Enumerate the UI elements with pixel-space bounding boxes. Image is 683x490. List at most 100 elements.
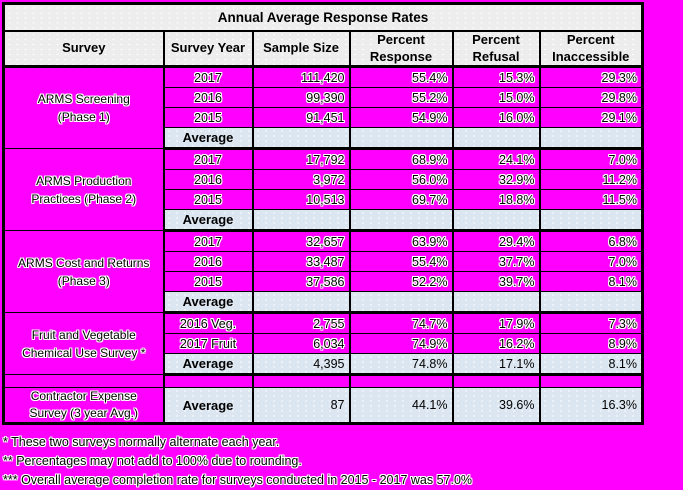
cell-average-percent-refusal xyxy=(451,209,541,232)
cell-percent-refusal: 32.9% xyxy=(451,169,541,190)
average-label: Average xyxy=(162,209,254,232)
cell-sample-size: 2,755 xyxy=(251,312,351,334)
cell-average-sample-size xyxy=(251,127,351,150)
cell-average-percent-inaccessible xyxy=(538,127,644,150)
cell-average-sample-size: 4,395 xyxy=(251,353,351,376)
cell-percent-inaccessible: 11.2% xyxy=(538,169,644,190)
footnote-overall-rate: *** Overall average completion rate for … xyxy=(3,473,473,487)
cell-percent-refusal: 17.9% xyxy=(451,312,541,334)
cell-average-percent-response: 44.1% xyxy=(348,387,454,425)
header-row: Survey Survey Year Sample Size Percent R… xyxy=(2,30,644,68)
spacer-cell xyxy=(2,374,165,388)
cell-sample-size: 17,792 xyxy=(251,148,351,170)
survey-group-label: ARMS Screening (Phase 1) xyxy=(2,66,165,149)
cell-survey-year: 2015 xyxy=(162,271,254,292)
table-row: 2016 33,487 55.4% 37.7% 7.0% xyxy=(4,251,644,272)
cell-sample-size: 32,657 xyxy=(251,230,351,252)
cell-average-percent-refusal xyxy=(451,127,541,150)
cell-percent-inaccessible: 8.1% xyxy=(538,271,644,292)
table-row: 2015 10,513 69.7% 18.8% 11.5% xyxy=(4,189,644,210)
spacer-cell xyxy=(451,374,541,388)
spacer-cell xyxy=(162,374,254,388)
footnotes: * These two surveys normally alternate e… xyxy=(3,433,683,490)
cell-percent-response: 54.9% xyxy=(348,107,454,128)
footnote-rounding: ** Percentages may not add to 100% due t… xyxy=(3,454,302,468)
col-header-percent-inaccessible: Percent Inaccessible xyxy=(538,30,644,68)
cell-survey-year: 2016 xyxy=(162,169,254,190)
cell-survey-year: 2016 Veg. xyxy=(162,312,254,334)
cell-percent-inaccessible: 29.8% xyxy=(538,87,644,108)
table-row: 2017 Fruit 6,034 74.9% 16.2% 8.9% xyxy=(4,333,644,354)
response-rates-table: Annual Average Response Rates Survey Sur… xyxy=(2,2,644,425)
cell-survey-year: 2015 xyxy=(162,189,254,210)
cell-percent-refusal: 16.2% xyxy=(451,333,541,354)
table-row: ARMS Screening (Phase 1) 2017 111,420 55… xyxy=(2,66,644,149)
cell-average-percent-response xyxy=(348,127,454,150)
col-header-survey-year: Survey Year xyxy=(162,30,254,68)
cell-percent-response: 56.0% xyxy=(348,169,454,190)
cell-percent-inaccessible: 7.0% xyxy=(538,251,644,272)
cell-survey-year: 2016 xyxy=(162,251,254,272)
average-label: Average xyxy=(162,387,254,425)
cell-percent-inaccessible: 29.3% xyxy=(538,66,644,88)
cell-survey-year: 2015 xyxy=(162,107,254,128)
average-label: Average xyxy=(162,353,254,376)
survey-group-label: ARMS Cost and Returns (Phase 3) xyxy=(2,230,165,313)
average-row: Average xyxy=(4,291,644,314)
survey-group-label: Contractor Expense Survey (3 year Avg.) xyxy=(2,387,165,425)
cell-sample-size: 99,390 xyxy=(251,87,351,108)
cell-average-percent-refusal: 17.1% xyxy=(451,353,541,376)
spacer-cell xyxy=(538,374,644,388)
cell-percent-response: 63.9% xyxy=(348,230,454,252)
cell-percent-refusal: 15.0% xyxy=(451,87,541,108)
cell-average-sample-size: 87 xyxy=(251,387,351,425)
cell-percent-response: 55.4% xyxy=(348,251,454,272)
col-header-survey: Survey xyxy=(2,30,165,68)
cell-survey-year: 2017 xyxy=(162,230,254,252)
cell-survey-year: 2016 xyxy=(162,87,254,108)
col-header-sample-size: Sample Size xyxy=(251,30,351,68)
cell-average-percent-response xyxy=(348,291,454,314)
cell-percent-response: 74.9% xyxy=(348,333,454,354)
cell-percent-refusal: 39.7% xyxy=(451,271,541,292)
cell-percent-inaccessible: 7.3% xyxy=(538,312,644,334)
cell-average-sample-size xyxy=(251,209,351,232)
average-row: Average xyxy=(4,127,644,150)
cell-percent-inaccessible: 7.0% xyxy=(538,148,644,170)
table-row: 2015 37,586 52.2% 39.7% 8.1% xyxy=(4,271,644,292)
cell-sample-size: 37,586 xyxy=(251,271,351,292)
table-title: Annual Average Response Rates xyxy=(2,3,644,32)
cell-percent-response: 68.9% xyxy=(348,148,454,170)
cell-sample-size: 33,487 xyxy=(251,251,351,272)
cell-percent-inaccessible: 6.8% xyxy=(538,230,644,252)
cell-survey-year: 2017 xyxy=(162,66,254,88)
cell-sample-size: 10,513 xyxy=(251,189,351,210)
cell-percent-response: 52.2% xyxy=(348,271,454,292)
cell-sample-size: 6,034 xyxy=(251,333,351,354)
cell-percent-response: 74.7% xyxy=(348,312,454,334)
table-row: ARMS Production Practices (Phase 2) 2017… xyxy=(2,148,644,231)
cell-percent-refusal: 18.8% xyxy=(451,189,541,210)
average-label: Average xyxy=(162,127,254,150)
cell-average-percent-inaccessible xyxy=(538,291,644,314)
table-row: ARMS Cost and Returns (Phase 3) 2017 32,… xyxy=(2,230,644,313)
table-row: Fruit and Vegetable Chemical Use Survey … xyxy=(2,312,644,375)
cell-sample-size: 3,972 xyxy=(251,169,351,190)
cell-survey-year: 2017 Fruit xyxy=(162,333,254,354)
cell-percent-inaccessible: 11.5% xyxy=(538,189,644,210)
cell-percent-refusal: 16.0% xyxy=(451,107,541,128)
survey-group-label: Fruit and Vegetable Chemical Use Survey … xyxy=(2,312,165,375)
survey-group-label: ARMS Production Practices (Phase 2) xyxy=(2,148,165,231)
cell-average-percent-inaccessible: 16.3% xyxy=(538,387,644,425)
cell-percent-refusal: 15.3% xyxy=(451,66,541,88)
cell-percent-inaccessible: 8.9% xyxy=(538,333,644,354)
cell-average-percent-refusal xyxy=(451,291,541,314)
cell-percent-refusal: 37.7% xyxy=(451,251,541,272)
footnote-alternate-years: * These two surveys normally alternate e… xyxy=(3,435,280,449)
col-header-percent-response: Percent Response xyxy=(348,30,454,68)
cell-sample-size: 91,451 xyxy=(251,107,351,128)
spacer-cell xyxy=(251,374,351,388)
cell-average-percent-inaccessible xyxy=(538,209,644,232)
average-label: Average xyxy=(162,291,254,314)
